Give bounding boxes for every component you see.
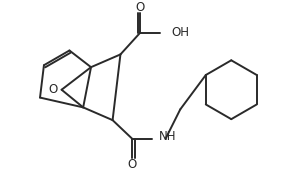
Text: OH: OH (171, 26, 189, 39)
Text: O: O (48, 83, 57, 96)
Text: O: O (128, 158, 137, 171)
Text: NH: NH (159, 130, 176, 143)
Text: O: O (136, 1, 145, 14)
